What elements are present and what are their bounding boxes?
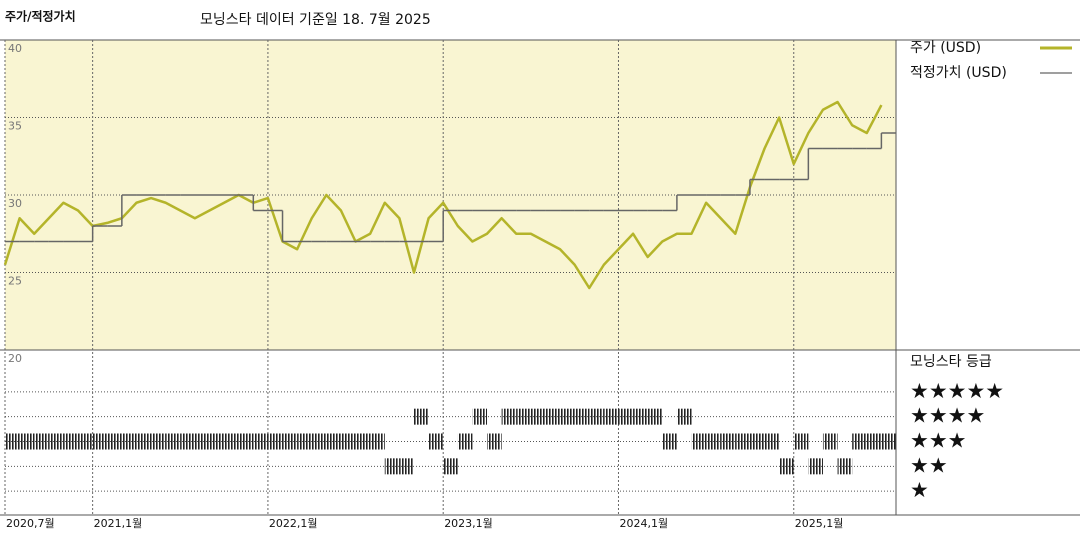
price-line	[3, 100, 883, 290]
rating-bar	[209, 433, 225, 450]
rating-bar	[749, 433, 765, 450]
rating-bar	[852, 433, 867, 450]
y-tick-label: 20	[8, 352, 22, 365]
rating-bar	[793, 433, 809, 450]
x-tick-label: 2024,1월	[619, 517, 668, 530]
x-tick-label: 2023,1월	[444, 517, 493, 530]
rating-bar	[560, 408, 575, 425]
rating-bar	[340, 433, 356, 450]
x-tick-label: 2020,7월	[6, 517, 55, 530]
rating-bar	[121, 433, 137, 450]
rating-label: ★★★	[910, 429, 966, 453]
rating-bar	[691, 433, 707, 450]
rating-bar	[384, 458, 400, 475]
rating-bar	[63, 433, 79, 450]
rating-bar	[428, 433, 444, 450]
rating-bar	[822, 433, 838, 450]
fair-value-connector	[91, 133, 883, 242]
rating-bar	[720, 433, 736, 450]
rating-bar	[282, 433, 298, 450]
rating-bar	[545, 408, 561, 425]
rating-label: ★★★★★	[910, 379, 1004, 403]
rating-bar	[136, 433, 152, 450]
rating-bar	[413, 408, 429, 425]
rating-bar	[151, 433, 166, 450]
rating-bar	[866, 433, 882, 450]
rating-bar	[676, 408, 692, 425]
rating-bar	[78, 433, 93, 450]
rating-bar	[267, 433, 283, 450]
rating-bar	[165, 433, 181, 450]
rating-bar	[194, 433, 210, 450]
rating-bar	[92, 433, 108, 450]
chart-title: 주가/적정가치	[5, 9, 76, 24]
x-tick-label: 2021,1월	[94, 517, 143, 530]
y-tick-label: 35	[8, 120, 22, 133]
rating-bar	[706, 433, 721, 450]
rating-bar	[107, 433, 122, 450]
rating-label: ★★★★	[910, 404, 985, 428]
rating-bar	[253, 433, 268, 450]
rating-bar	[457, 433, 473, 450]
rating-bar	[399, 458, 414, 475]
rating-bar	[443, 458, 458, 475]
rating-bar	[326, 433, 341, 450]
rating-bar	[472, 408, 488, 425]
rating-bar	[370, 433, 385, 450]
y-tick-label: 40	[8, 42, 22, 55]
rating-bar	[311, 433, 327, 450]
rating-bar	[5, 433, 20, 450]
rating-bar	[662, 433, 677, 450]
rating-bar	[589, 408, 604, 425]
rating-label: ★	[910, 478, 929, 502]
rating-label: ★★	[910, 453, 948, 477]
rating-bar	[808, 458, 823, 475]
rating-bar	[779, 458, 794, 475]
rating-bar	[516, 408, 531, 425]
rating-bar	[647, 408, 663, 425]
rating-bar	[180, 433, 195, 450]
legend-label: 적정가치 (USD)	[910, 65, 1007, 81]
rating-bar	[530, 408, 546, 425]
rating-bar	[574, 408, 590, 425]
rating-bar	[355, 433, 371, 450]
rating-bar	[881, 433, 896, 450]
y-tick-label: 25	[8, 275, 22, 288]
legend-label: 주가 (USD)	[910, 40, 981, 56]
rating-bar	[48, 433, 64, 450]
rating-bar	[34, 433, 49, 450]
rating-bar	[224, 433, 239, 450]
rating-bar	[19, 433, 35, 450]
rating-bar	[487, 433, 502, 450]
x-tick-label: 2022,1월	[269, 517, 318, 530]
rating-title: 모닝스타 등급	[910, 354, 992, 370]
rating-bar	[618, 408, 634, 425]
rating-bar	[603, 408, 619, 425]
rating-bar	[735, 433, 750, 450]
rating-bar	[501, 408, 517, 425]
rating-bar	[764, 433, 780, 450]
chart-subtitle: 모닝스타 데이터 기준일 18. 7월 2025	[200, 12, 431, 28]
rating-bar	[633, 408, 648, 425]
rating-bar	[297, 433, 312, 450]
rating-bar	[238, 433, 254, 450]
rating-bar	[837, 458, 853, 475]
x-tick-label: 2025,1월	[795, 517, 844, 530]
y-tick-label: 30	[8, 197, 22, 210]
